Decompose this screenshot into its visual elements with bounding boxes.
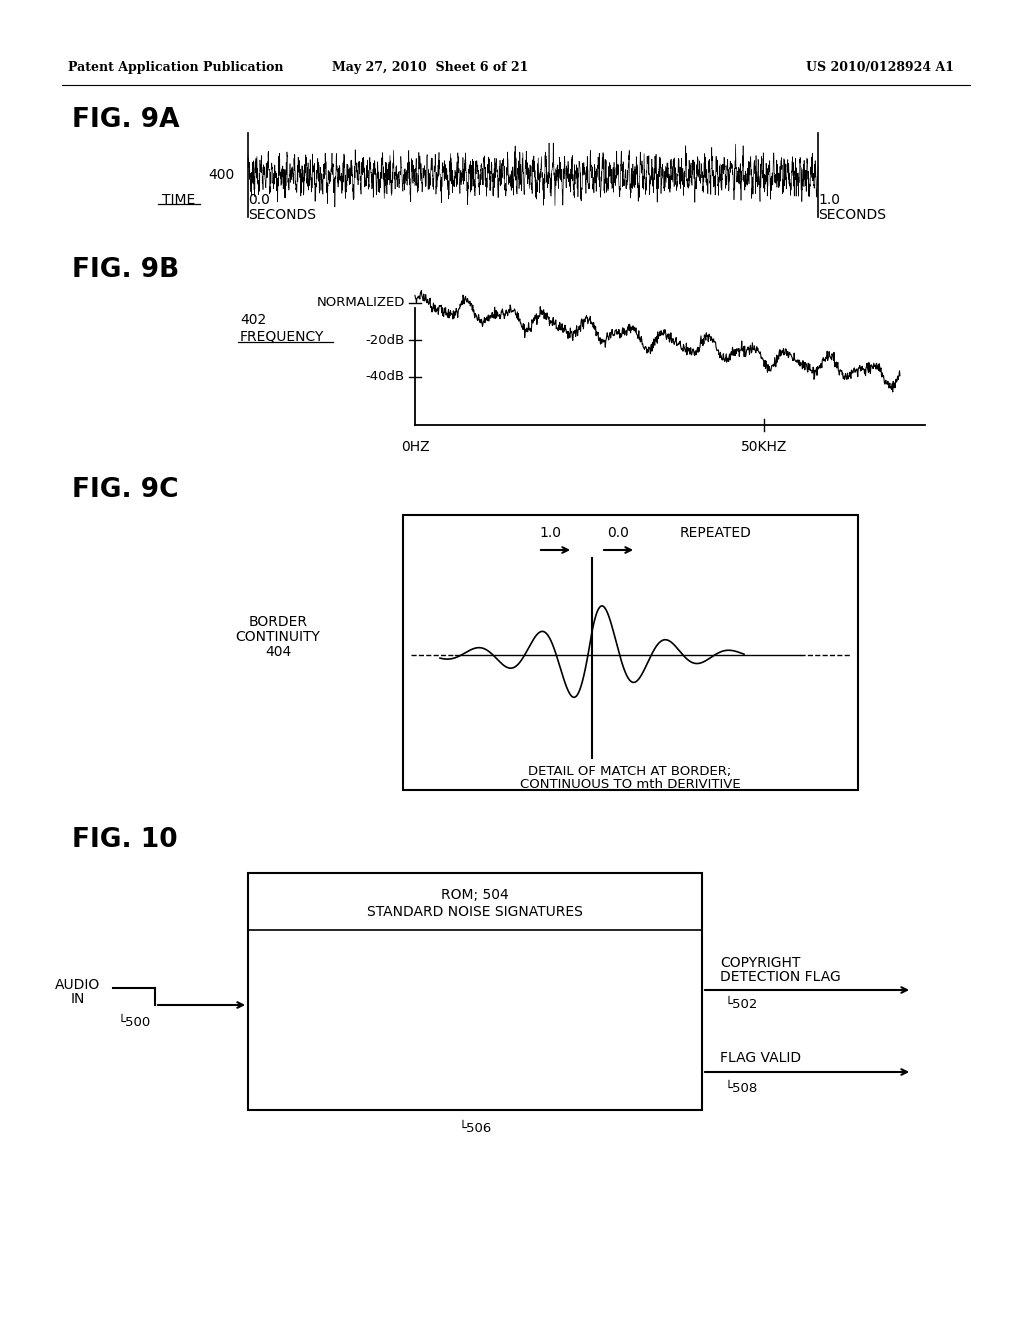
Text: 400: 400: [209, 168, 234, 182]
Text: US 2010/0128924 A1: US 2010/0128924 A1: [806, 62, 954, 74]
Text: ROM; 504: ROM; 504: [441, 888, 509, 902]
Text: -40dB: -40dB: [366, 371, 406, 384]
Text: -20dB: -20dB: [366, 334, 406, 346]
Text: FIG. 10: FIG. 10: [72, 828, 177, 853]
Text: FIG. 9B: FIG. 9B: [72, 257, 179, 282]
Text: IN: IN: [71, 993, 85, 1006]
Bar: [403, 515, 858, 789]
Text: BORDER: BORDER: [249, 615, 307, 630]
Text: NORMALIZED: NORMALIZED: [316, 297, 406, 309]
Text: DETECTION FLAG: DETECTION FLAG: [720, 970, 841, 983]
Bar: [248, 873, 702, 1110]
Text: 50KHZ: 50KHZ: [741, 440, 787, 454]
Text: FIG. 9A: FIG. 9A: [72, 107, 179, 133]
Text: AUDIO: AUDIO: [55, 978, 100, 993]
Text: REPEATED: REPEATED: [680, 525, 752, 540]
Text: May 27, 2010  Sheet 6 of 21: May 27, 2010 Sheet 6 of 21: [332, 62, 528, 74]
Text: COPYRIGHT: COPYRIGHT: [720, 956, 801, 970]
Text: └502: └502: [725, 998, 759, 1011]
Text: CONTINUITY: CONTINUITY: [236, 630, 321, 644]
Text: 404: 404: [265, 645, 291, 659]
Text: DETAIL OF MATCH AT BORDER;: DETAIL OF MATCH AT BORDER;: [528, 766, 731, 779]
Text: 0.0: 0.0: [607, 525, 629, 540]
Text: CONTINUOUS TO mth DERIVITIVE: CONTINUOUS TO mth DERIVITIVE: [520, 777, 740, 791]
Text: SECONDS: SECONDS: [248, 209, 316, 222]
Text: FREQUENCY: FREQUENCY: [240, 330, 325, 345]
Text: Patent Application Publication: Patent Application Publication: [68, 62, 284, 74]
Text: TIME: TIME: [162, 193, 195, 207]
Text: FLAG VALID: FLAG VALID: [720, 1051, 801, 1065]
Text: └500: └500: [118, 1015, 152, 1028]
Text: └508: └508: [725, 1081, 758, 1094]
Text: SECONDS: SECONDS: [818, 209, 886, 222]
Text: 1.0: 1.0: [539, 525, 561, 540]
Text: 0.0: 0.0: [248, 193, 270, 207]
Text: FIG. 9C: FIG. 9C: [72, 477, 178, 503]
Text: STANDARD NOISE SIGNATURES: STANDARD NOISE SIGNATURES: [367, 906, 583, 919]
Text: └506: └506: [459, 1122, 492, 1134]
Text: 1.0: 1.0: [818, 193, 840, 207]
Text: 0HZ: 0HZ: [400, 440, 429, 454]
Text: 402: 402: [240, 313, 266, 327]
